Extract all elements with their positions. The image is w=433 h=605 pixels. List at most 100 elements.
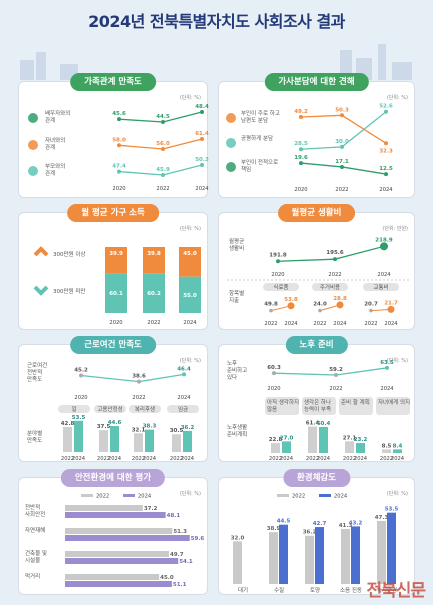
row-label: 생활비 bbox=[229, 244, 244, 252]
data-label: 32.0 bbox=[231, 535, 245, 541]
bar-segment bbox=[179, 276, 201, 313]
panel-living-unit: (단위: 만원) bbox=[382, 226, 408, 232]
data-label: 59.2 bbox=[329, 367, 343, 373]
data-point bbox=[384, 141, 388, 146]
data-label: 45.6 bbox=[112, 111, 126, 117]
x-tick-label: 2022 bbox=[269, 456, 282, 462]
bar-segment bbox=[105, 273, 127, 313]
data-point bbox=[334, 373, 338, 377]
bar bbox=[65, 528, 173, 534]
data-point bbox=[299, 147, 303, 152]
data-label: 12.5 bbox=[379, 166, 393, 172]
category-label: 대기 bbox=[238, 586, 248, 594]
data-label: 45.0 bbox=[160, 575, 174, 581]
category-label: 식료품 bbox=[273, 283, 288, 291]
page-title: 2024년 전북특별자치도 사회조사 결과 bbox=[88, 12, 345, 31]
series-label: 남편도 분담 bbox=[241, 116, 268, 124]
bar bbox=[65, 512, 166, 518]
x-tick-label: 2024 bbox=[143, 456, 157, 462]
data-label: 53.8 bbox=[284, 297, 298, 303]
data-point bbox=[161, 147, 165, 151]
x-tick-label: 2020 bbox=[267, 386, 280, 392]
data-label: 24.0 bbox=[313, 302, 327, 308]
data-label: 52.6 bbox=[379, 104, 393, 110]
panel-env-unit: (단위: %) bbox=[386, 491, 408, 497]
person-icon bbox=[28, 166, 38, 176]
data-label: 49.2 bbox=[294, 109, 308, 115]
data-label: 37.5 bbox=[97, 424, 111, 430]
newspaper-logo-watermark: 전북신문 bbox=[366, 581, 426, 601]
category-label: 교통비 bbox=[373, 283, 388, 291]
category-tag bbox=[265, 397, 299, 415]
data-label: 28.8 bbox=[333, 296, 347, 302]
x-tick-label: 2024 bbox=[377, 272, 391, 278]
category-label: 토양 bbox=[310, 586, 320, 594]
data-label: 218.9 bbox=[375, 237, 393, 243]
category-label: 능력이 부족 bbox=[304, 405, 331, 413]
data-point bbox=[79, 373, 83, 378]
panel-housework: 가사분담에 대한 견해 (단위: %) 부인이 주로 하고 남편도 분담 49.2 5… bbox=[218, 73, 415, 198]
data-label: 38.3 bbox=[143, 424, 157, 430]
bar bbox=[110, 425, 119, 452]
data-label: 58.0 bbox=[112, 137, 126, 143]
person-icon bbox=[226, 162, 236, 172]
legend-label: 2022 bbox=[292, 494, 305, 500]
bar bbox=[74, 420, 83, 452]
bar bbox=[382, 449, 391, 453]
panel-elderly: 노후 준비 (단위: %) 노후 준비하고 있다 60.3 2020 59.2 2022 63… bbox=[218, 336, 415, 462]
data-point bbox=[200, 137, 204, 141]
bar bbox=[65, 551, 169, 557]
data-label: 63.5 bbox=[380, 360, 394, 366]
x-tick-label: 2024 bbox=[108, 456, 122, 462]
data-label: 32.3 bbox=[379, 148, 393, 154]
category-label: 자연재해 bbox=[25, 526, 45, 534]
bar bbox=[377, 520, 386, 584]
x-tick-label: 2024 bbox=[280, 456, 294, 462]
x-tick-label: 2024 bbox=[195, 186, 209, 192]
data-label: 50.3 bbox=[195, 157, 209, 163]
bar bbox=[233, 541, 242, 584]
data-label: 8.5 bbox=[382, 443, 392, 449]
x-tick-label: 2022 bbox=[328, 272, 341, 278]
bar bbox=[65, 558, 179, 564]
panel-work-unit: (단위: %) bbox=[179, 358, 201, 364]
work-chart: 근로여건전반적만족도45.2202038.6202246.42024분야별만족도… bbox=[27, 361, 199, 462]
bar bbox=[65, 505, 143, 511]
data-point bbox=[117, 143, 121, 148]
bar bbox=[315, 527, 324, 584]
bar bbox=[63, 427, 72, 452]
person-icon bbox=[28, 140, 38, 150]
series-label: 배우자와의 bbox=[45, 109, 70, 117]
data-label: 48.4 bbox=[195, 104, 209, 110]
series-label: 부모와의 bbox=[45, 163, 65, 170]
category-label: 시설물 bbox=[25, 556, 40, 564]
panel-housework-title: 가사분담에 대한 견해 bbox=[264, 73, 369, 91]
panel-elderly-title: 노후 준비 bbox=[285, 336, 348, 354]
data-point bbox=[161, 173, 165, 177]
bar bbox=[356, 443, 365, 453]
panel-living-title: 월평균 생활비 bbox=[277, 204, 356, 222]
data-label: 47.4 bbox=[112, 164, 126, 170]
data-label: 30.0 bbox=[335, 139, 349, 145]
data-label: 43.2 bbox=[349, 520, 363, 526]
category-label: 아직 생각하지 bbox=[267, 398, 299, 406]
data-label: 38.9 bbox=[267, 526, 281, 532]
data-label: 59.6 bbox=[191, 536, 205, 542]
x-tick-label: 2022 bbox=[264, 321, 277, 327]
category-label: 소음 진동 bbox=[340, 586, 362, 594]
x-tick-label: 2022 bbox=[61, 456, 74, 462]
category-label: 생각은 하나 bbox=[304, 398, 331, 406]
check-icon bbox=[33, 285, 49, 296]
bar bbox=[387, 512, 396, 584]
row-label: 준비하고 bbox=[227, 366, 247, 374]
series-label: 관계 bbox=[45, 116, 55, 124]
data-point bbox=[318, 308, 322, 313]
x-tick-label: 2024 bbox=[317, 456, 331, 462]
data-label: 23.2 bbox=[354, 437, 368, 443]
data-point bbox=[269, 308, 273, 313]
data-label: 36.2 bbox=[303, 530, 317, 536]
panel-safety-unit: (단위: %) bbox=[179, 491, 201, 497]
person-icon bbox=[226, 138, 236, 148]
x-tick-label: 2024 bbox=[379, 187, 393, 193]
